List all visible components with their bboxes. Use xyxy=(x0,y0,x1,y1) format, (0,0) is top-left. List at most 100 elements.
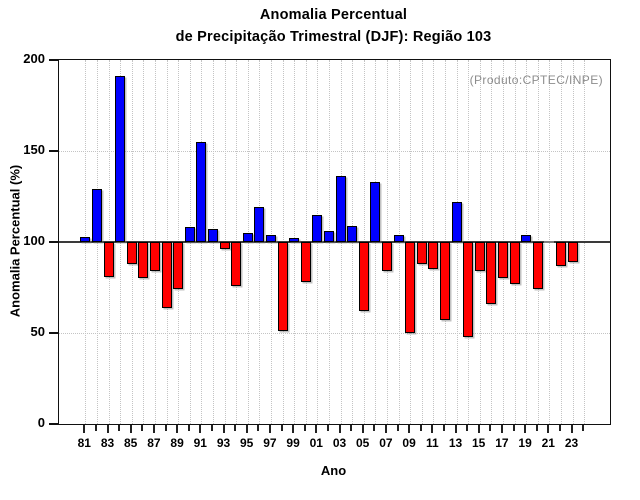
x-tick xyxy=(396,424,399,431)
y-tick-label-100: 100 xyxy=(23,233,45,248)
x-tick-label-1999: 99 xyxy=(286,436,300,450)
bar-1990 xyxy=(184,227,195,242)
bar-1987 xyxy=(149,242,160,272)
bar-1991 xyxy=(196,141,207,242)
x-tick xyxy=(118,424,121,431)
x-tick xyxy=(280,424,283,431)
x-tick xyxy=(500,424,503,433)
x-tick xyxy=(535,424,538,431)
bar-2010 xyxy=(416,242,427,264)
x-tick-label-2001: 01 xyxy=(309,436,323,450)
x-tick-label-2003: 03 xyxy=(332,436,347,450)
chart-title-line1: Anomalia Percentual xyxy=(259,7,408,23)
bar-2006 xyxy=(370,181,381,242)
x-tick xyxy=(199,424,202,433)
x-tick xyxy=(431,424,434,433)
x-tick xyxy=(408,424,411,433)
bar-2019 xyxy=(521,234,532,242)
x-tick-label-1987: 87 xyxy=(147,436,161,450)
x-tick-label-2023: 23 xyxy=(564,436,579,450)
x-tick-label-2009: 09 xyxy=(402,436,416,450)
x-tick xyxy=(292,424,295,433)
x-tick xyxy=(83,424,86,433)
bar-1989 xyxy=(173,242,184,290)
bar-2000 xyxy=(300,242,311,283)
x-tick xyxy=(268,424,271,433)
x-tick-label-1985: 85 xyxy=(124,436,138,450)
bar-2011 xyxy=(428,242,439,270)
x-tick xyxy=(94,424,97,431)
x-tick xyxy=(141,424,144,431)
x-tick xyxy=(570,424,573,433)
bar-1982 xyxy=(91,189,102,242)
x-tick-label-1997: 97 xyxy=(263,436,277,450)
x-tick xyxy=(315,424,318,433)
y-tick xyxy=(49,423,58,425)
x-tick xyxy=(558,424,561,431)
bar-1984 xyxy=(115,76,126,242)
x-tick xyxy=(582,424,585,431)
bar-2018 xyxy=(509,242,520,284)
bar-2002 xyxy=(323,231,334,242)
bar-2021 xyxy=(544,241,555,243)
y-tick-label-150: 150 xyxy=(23,142,45,157)
x-tick-label-1993: 93 xyxy=(216,436,231,450)
x-tick-label-2015: 15 xyxy=(472,436,486,450)
x-tick-label-1983: 83 xyxy=(100,436,115,450)
x-tick xyxy=(384,424,387,433)
x-tick-label-1995: 95 xyxy=(240,436,254,450)
x-tick xyxy=(326,424,329,431)
bar-2023 xyxy=(567,242,578,263)
source-watermark: (Produto:CPTEC/INPE) xyxy=(469,73,603,87)
bar-1985 xyxy=(126,242,137,264)
horizontal-gridline-50 xyxy=(59,333,610,334)
bar-1993 xyxy=(219,242,230,250)
x-tick xyxy=(454,424,457,433)
bar-2020 xyxy=(532,242,543,290)
y-tick xyxy=(49,150,58,152)
x-tick xyxy=(164,424,167,431)
horizontal-gridline-150 xyxy=(59,151,610,152)
x-axis-label: Ano xyxy=(320,463,347,478)
x-tick xyxy=(466,424,469,431)
bar-2014 xyxy=(463,242,474,337)
bar-1999 xyxy=(289,238,300,242)
x-tick xyxy=(234,424,237,431)
x-tick-label-2005: 05 xyxy=(356,436,370,450)
x-tick xyxy=(419,424,422,431)
x-tick xyxy=(442,424,445,431)
y-tick-label-0: 0 xyxy=(37,415,45,430)
plot-area: (Produto:CPTEC/INPE) xyxy=(58,59,611,425)
bar-2005 xyxy=(358,242,369,312)
x-tick xyxy=(524,424,527,433)
bar-1981 xyxy=(80,236,91,242)
x-tick xyxy=(222,424,225,433)
x-tick xyxy=(106,424,109,433)
x-tick xyxy=(176,424,179,433)
x-tick xyxy=(350,424,353,431)
bar-2007 xyxy=(381,242,392,272)
x-tick-label-2017: 17 xyxy=(495,436,509,450)
bar-2016 xyxy=(486,242,497,304)
x-tick-label-2021: 21 xyxy=(541,436,555,450)
x-tick-label-2019: 19 xyxy=(518,436,532,450)
y-tick-label-50: 50 xyxy=(30,324,45,339)
x-tick xyxy=(257,424,260,431)
x-tick xyxy=(129,424,132,433)
x-tick-label-2007: 07 xyxy=(379,436,393,450)
x-tick xyxy=(187,424,190,431)
x-tick xyxy=(152,424,155,433)
bar-2004 xyxy=(347,225,358,242)
x-tick-label-2011: 11 xyxy=(425,436,439,450)
bar-2009 xyxy=(405,242,416,333)
baseline-100-line xyxy=(59,241,610,243)
x-tick-label-1991: 91 xyxy=(193,436,207,450)
bar-1992 xyxy=(207,229,218,242)
x-tick xyxy=(303,424,306,431)
x-tick xyxy=(512,424,515,431)
chart-title-line2: de Precipitação Trimestral (DJF): Região… xyxy=(175,29,492,45)
bar-2015 xyxy=(474,242,485,272)
x-tick xyxy=(547,424,550,433)
bar-2003 xyxy=(335,176,346,242)
y-tick xyxy=(49,241,58,243)
